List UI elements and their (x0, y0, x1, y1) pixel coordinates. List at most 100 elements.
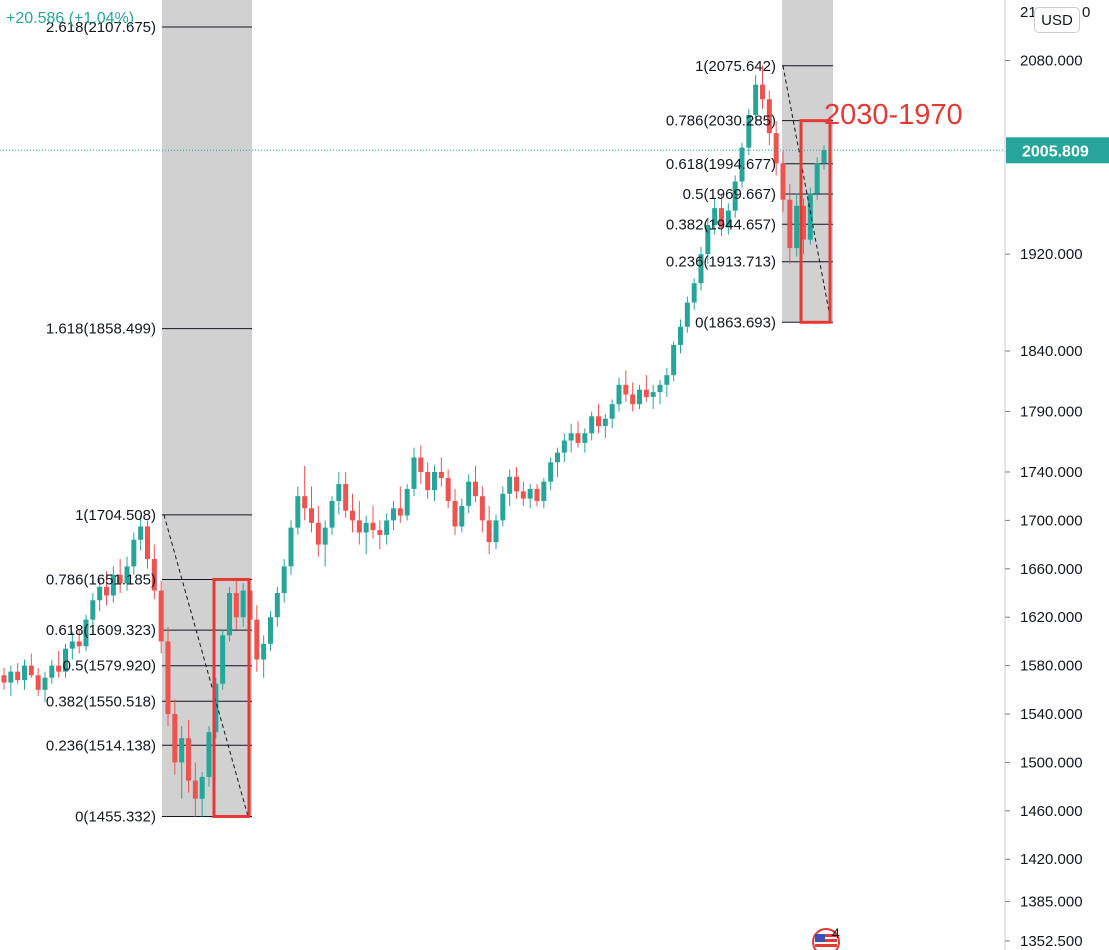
candle-down (643, 389, 649, 397)
current-price-value: 2005.809 (1022, 143, 1089, 160)
candle-down (35, 675, 41, 690)
candle-up (261, 643, 267, 660)
candle-up (725, 210, 731, 228)
price-axis-tick-label: 1790.000 (1020, 403, 1083, 420)
candle-up (739, 147, 745, 182)
candle-down (780, 163, 786, 200)
candle-up (807, 193, 813, 240)
candle-up (391, 508, 396, 521)
candle-up (97, 586, 103, 601)
candle-down (445, 478, 451, 502)
candle-down (514, 476, 519, 492)
price-axis-tick-label: 1620.000 (1020, 609, 1083, 626)
candle-up (609, 404, 615, 419)
candle-down (165, 641, 171, 715)
candle-up (179, 738, 185, 763)
candle-up (671, 344, 677, 376)
candle-up (42, 677, 48, 690)
candle-up (568, 433, 574, 441)
fib-level-label: 0.786(2030.285) (666, 113, 776, 130)
candle-up (411, 457, 417, 489)
candle-up (821, 150, 827, 164)
candle-down (479, 496, 485, 521)
candle-up (746, 114, 752, 148)
fib-level-label: 0.5(1579.920) (63, 658, 156, 675)
candle-down (315, 522, 321, 545)
price-change-label: +20.586 (+1.04%) (6, 10, 135, 27)
candle-down (370, 522, 376, 531)
price-axis-tick-label: 1385.000 (1020, 894, 1083, 911)
candle-up (131, 539, 137, 567)
candle-up (555, 452, 560, 463)
candle-down (623, 384, 629, 395)
fib-level-label: 1.618(1858.499) (46, 321, 156, 338)
candle-up (657, 384, 663, 393)
candle-up (548, 462, 554, 482)
currency-button[interactable]: USD (1034, 7, 1080, 33)
candle-down (773, 133, 779, 164)
candle-down (76, 641, 82, 647)
candle-down (309, 508, 314, 523)
candle-up (616, 384, 622, 405)
candle-down (192, 780, 198, 799)
candle-down (596, 416, 601, 426)
price-axis-tick-label: 1740.000 (1020, 464, 1083, 481)
candle-down (766, 99, 772, 134)
annotation-label: 2030-1970 (824, 99, 963, 131)
trend-line-right (782, 65, 832, 323)
price-axis-tick-label: 1352.500 (1020, 933, 1083, 950)
candle-down (56, 665, 62, 672)
candle-up (288, 527, 294, 567)
candle-up (691, 283, 697, 303)
flag-badge-icon[interactable]: 4 (806, 924, 854, 950)
price-axis-tick-label-partial-end: 0 (1082, 4, 1090, 21)
candle-down (145, 526, 150, 560)
candle-up (138, 526, 144, 540)
candle-up (459, 505, 465, 527)
candle-up (678, 326, 683, 345)
fib-level-label: 0(1863.693) (695, 314, 776, 331)
candle-up (295, 496, 301, 528)
candle-up (110, 574, 116, 596)
candle-up (322, 527, 328, 545)
price-axis-tick-label: 1420.000 (1020, 851, 1083, 868)
candle-up (329, 501, 335, 528)
candle-up (268, 617, 273, 644)
candle-up (637, 389, 642, 405)
candle-down (801, 205, 806, 240)
highlight-box-left (212, 577, 251, 818)
candle-up (213, 683, 219, 733)
price-axis-tick-label: 1700.000 (1020, 512, 1083, 529)
current-price-badge (1006, 137, 1109, 164)
candle-up (49, 665, 55, 678)
price-axis-tick-label: 1840.000 (1020, 343, 1083, 360)
fib-level-label: 0.618(1994.677) (666, 156, 776, 173)
trend-line-left (163, 514, 249, 817)
fib-level-label: 0.236(1514.138) (46, 737, 156, 754)
candle-down (630, 394, 636, 405)
fib-level-label: 2.618(2107.675) (46, 19, 156, 36)
price-axis-tick-label: 1500.000 (1020, 754, 1083, 771)
fib-level-label: 0.382(1944.657) (666, 216, 776, 233)
candle-down (520, 491, 526, 499)
candle-up (753, 84, 759, 115)
candle-down (28, 665, 34, 676)
price-axis-tick-label: 2080.000 (1020, 53, 1083, 70)
fib-zone-left (162, 0, 252, 817)
candle-down (473, 481, 478, 497)
candle-up (527, 488, 533, 499)
candle-down (377, 530, 383, 535)
badge-count: 4 (832, 925, 840, 941)
candle-down (302, 496, 308, 509)
candle-up (698, 254, 704, 284)
fib-level-label: 0.236(1913.713) (666, 254, 776, 271)
candle-down (350, 510, 355, 521)
candle-up (712, 208, 718, 226)
candle-down (575, 433, 581, 443)
price-axis-tick-label: 1660.000 (1020, 561, 1083, 578)
price-axis-tick-label: 1580.000 (1020, 658, 1083, 675)
candle-down (233, 592, 239, 618)
candle-down (343, 484, 349, 511)
